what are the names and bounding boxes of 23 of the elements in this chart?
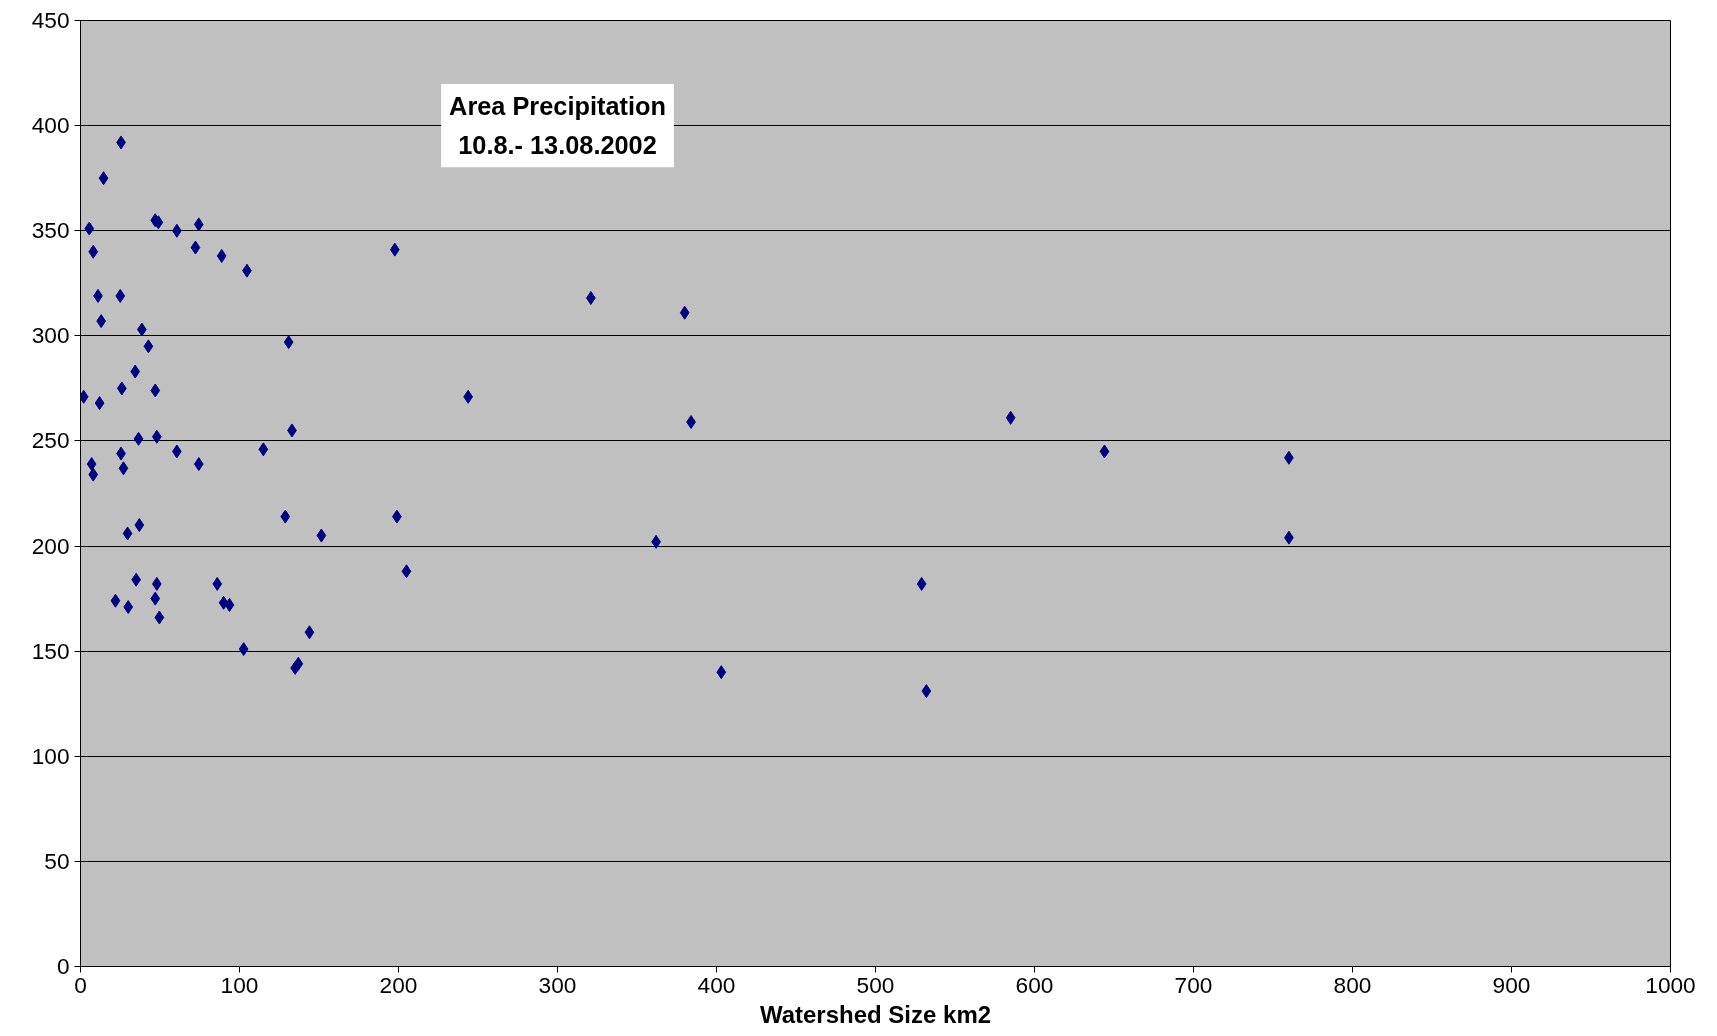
x-tick-label: 0 — [74, 971, 87, 998]
x-axis-title: Watershed Size km2 — [759, 1000, 992, 1028]
text: Area Precipitation 10.8.- 13.08.2002 — [449, 92, 666, 160]
y-tick-label: 400 — [31, 112, 70, 139]
x-tick-label: 400 — [697, 971, 736, 998]
y-tick-label: 450 — [31, 7, 70, 33]
y-tick-label: 350 — [31, 217, 70, 244]
y-tick-label: 300 — [31, 322, 70, 349]
x-tick-label: 100 — [220, 971, 259, 998]
y-tick-label: 100 — [31, 742, 70, 769]
x-tick-label: 600 — [1015, 971, 1054, 998]
y-tick-label: 250 — [31, 427, 70, 454]
y-tick-label: 200 — [31, 532, 70, 559]
x-tick-label: 700 — [1174, 971, 1213, 998]
y-tick-label: 50 — [44, 847, 70, 874]
x-tick-label: 800 — [1333, 971, 1372, 998]
x-tick-label: 500 — [856, 971, 895, 998]
y-tick-label: 150 — [31, 637, 70, 664]
x-tick-label: 300 — [538, 971, 577, 998]
y-tick-label: 0 — [56, 953, 70, 979]
x-tick-label: 200 — [379, 971, 418, 998]
x-tick-label: 1000 — [1645, 971, 1696, 998]
x-tick-label: 900 — [1492, 971, 1531, 998]
